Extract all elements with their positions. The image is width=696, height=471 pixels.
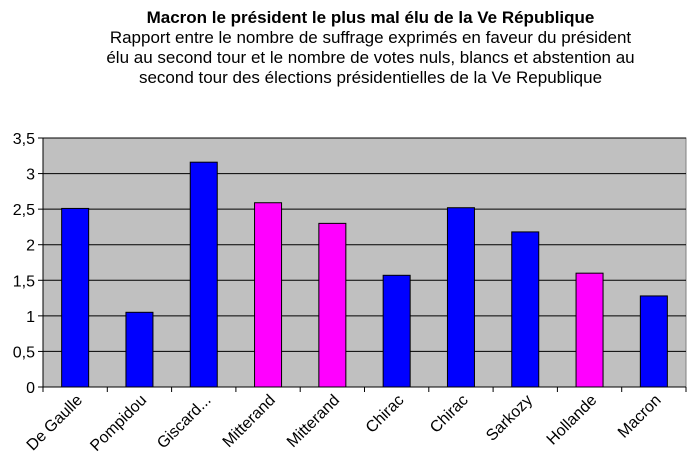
y-tick-label: 3,5 [13, 131, 35, 148]
y-tick-label: 0 [26, 380, 35, 397]
x-category-label: Chirac [427, 392, 472, 437]
chart-subtitle-line-1: Rapport entre le nombre de suffrage expr… [109, 28, 632, 47]
x-category-label: Mitterand [284, 392, 343, 451]
chart-titles: Macron le président le plus mal élu de l… [0, 8, 696, 88]
chart-subtitle-line-3: second tour des élections présidentielle… [138, 68, 603, 87]
y-tick-label: 1 [26, 309, 35, 326]
x-category-label: Mitterand [220, 392, 279, 451]
y-tick-label: 2 [26, 238, 35, 255]
bar [639, 295, 668, 388]
x-category-label: Macron [615, 392, 665, 442]
bar [575, 272, 604, 388]
chart-title: Macron le président le plus mal élu de l… [146, 8, 595, 27]
x-category-label: Giscard... [154, 392, 214, 452]
y-tick-label: 0,5 [13, 344, 35, 361]
bar [61, 207, 90, 388]
bar [254, 202, 283, 388]
x-category-label: Chirac [363, 392, 408, 437]
y-tick-label: 2,5 [13, 202, 35, 219]
x-category-label: Hollande [544, 392, 601, 449]
bar [382, 274, 411, 388]
x-category-label: Sarkozy [483, 392, 536, 445]
bar [446, 207, 475, 388]
x-category-label: De Gaulle [24, 392, 86, 454]
y-tick-label: 3 [26, 167, 35, 184]
x-category-label: Pompidou [87, 392, 150, 455]
chart-subtitle-line-2: élu au second tour et le nombre de votes… [106, 48, 635, 67]
bar [511, 231, 540, 388]
y-tick-label: 1,5 [13, 273, 35, 290]
bar [125, 311, 154, 388]
bar [318, 222, 347, 388]
bar [189, 161, 218, 388]
